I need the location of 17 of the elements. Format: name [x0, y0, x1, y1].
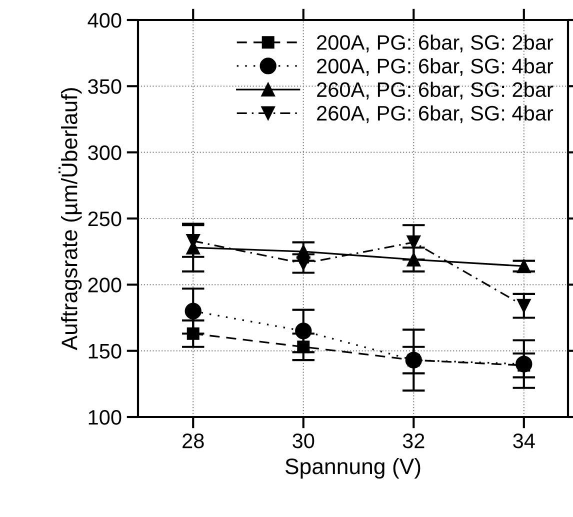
x-tick-label: 34 — [513, 434, 535, 448]
y-tick-label: 250 — [88, 212, 122, 226]
y-tick-label: 350 — [88, 79, 122, 94]
y-tick-label: 150 — [88, 344, 122, 359]
y-axis-title: Auftragsrate (µm/Überlauf) — [58, 88, 82, 350]
x-axis-title: Spannung (V) — [285, 458, 420, 479]
legend-label: 200A, PG: 6bar, SG: 2bar — [317, 34, 554, 52]
legend-label: 260A, PG: 6bar, SG: 4bar — [317, 105, 554, 124]
y-tick-label: 300 — [88, 145, 122, 160]
x-tick-label: 32 — [402, 434, 424, 448]
y-tick-label: 200 — [88, 278, 122, 292]
y-tick-label: 400 — [88, 13, 122, 28]
legend-label: 200A, PG: 6bar, SG: 4bar — [317, 58, 554, 76]
legend-label: 260A, PG: 6bar, SG: 2bar — [317, 82, 554, 100]
y-tick-label: 100 — [88, 410, 122, 425]
x-tick-label: 28 — [182, 434, 204, 448]
x-tick-label: 30 — [292, 434, 314, 448]
